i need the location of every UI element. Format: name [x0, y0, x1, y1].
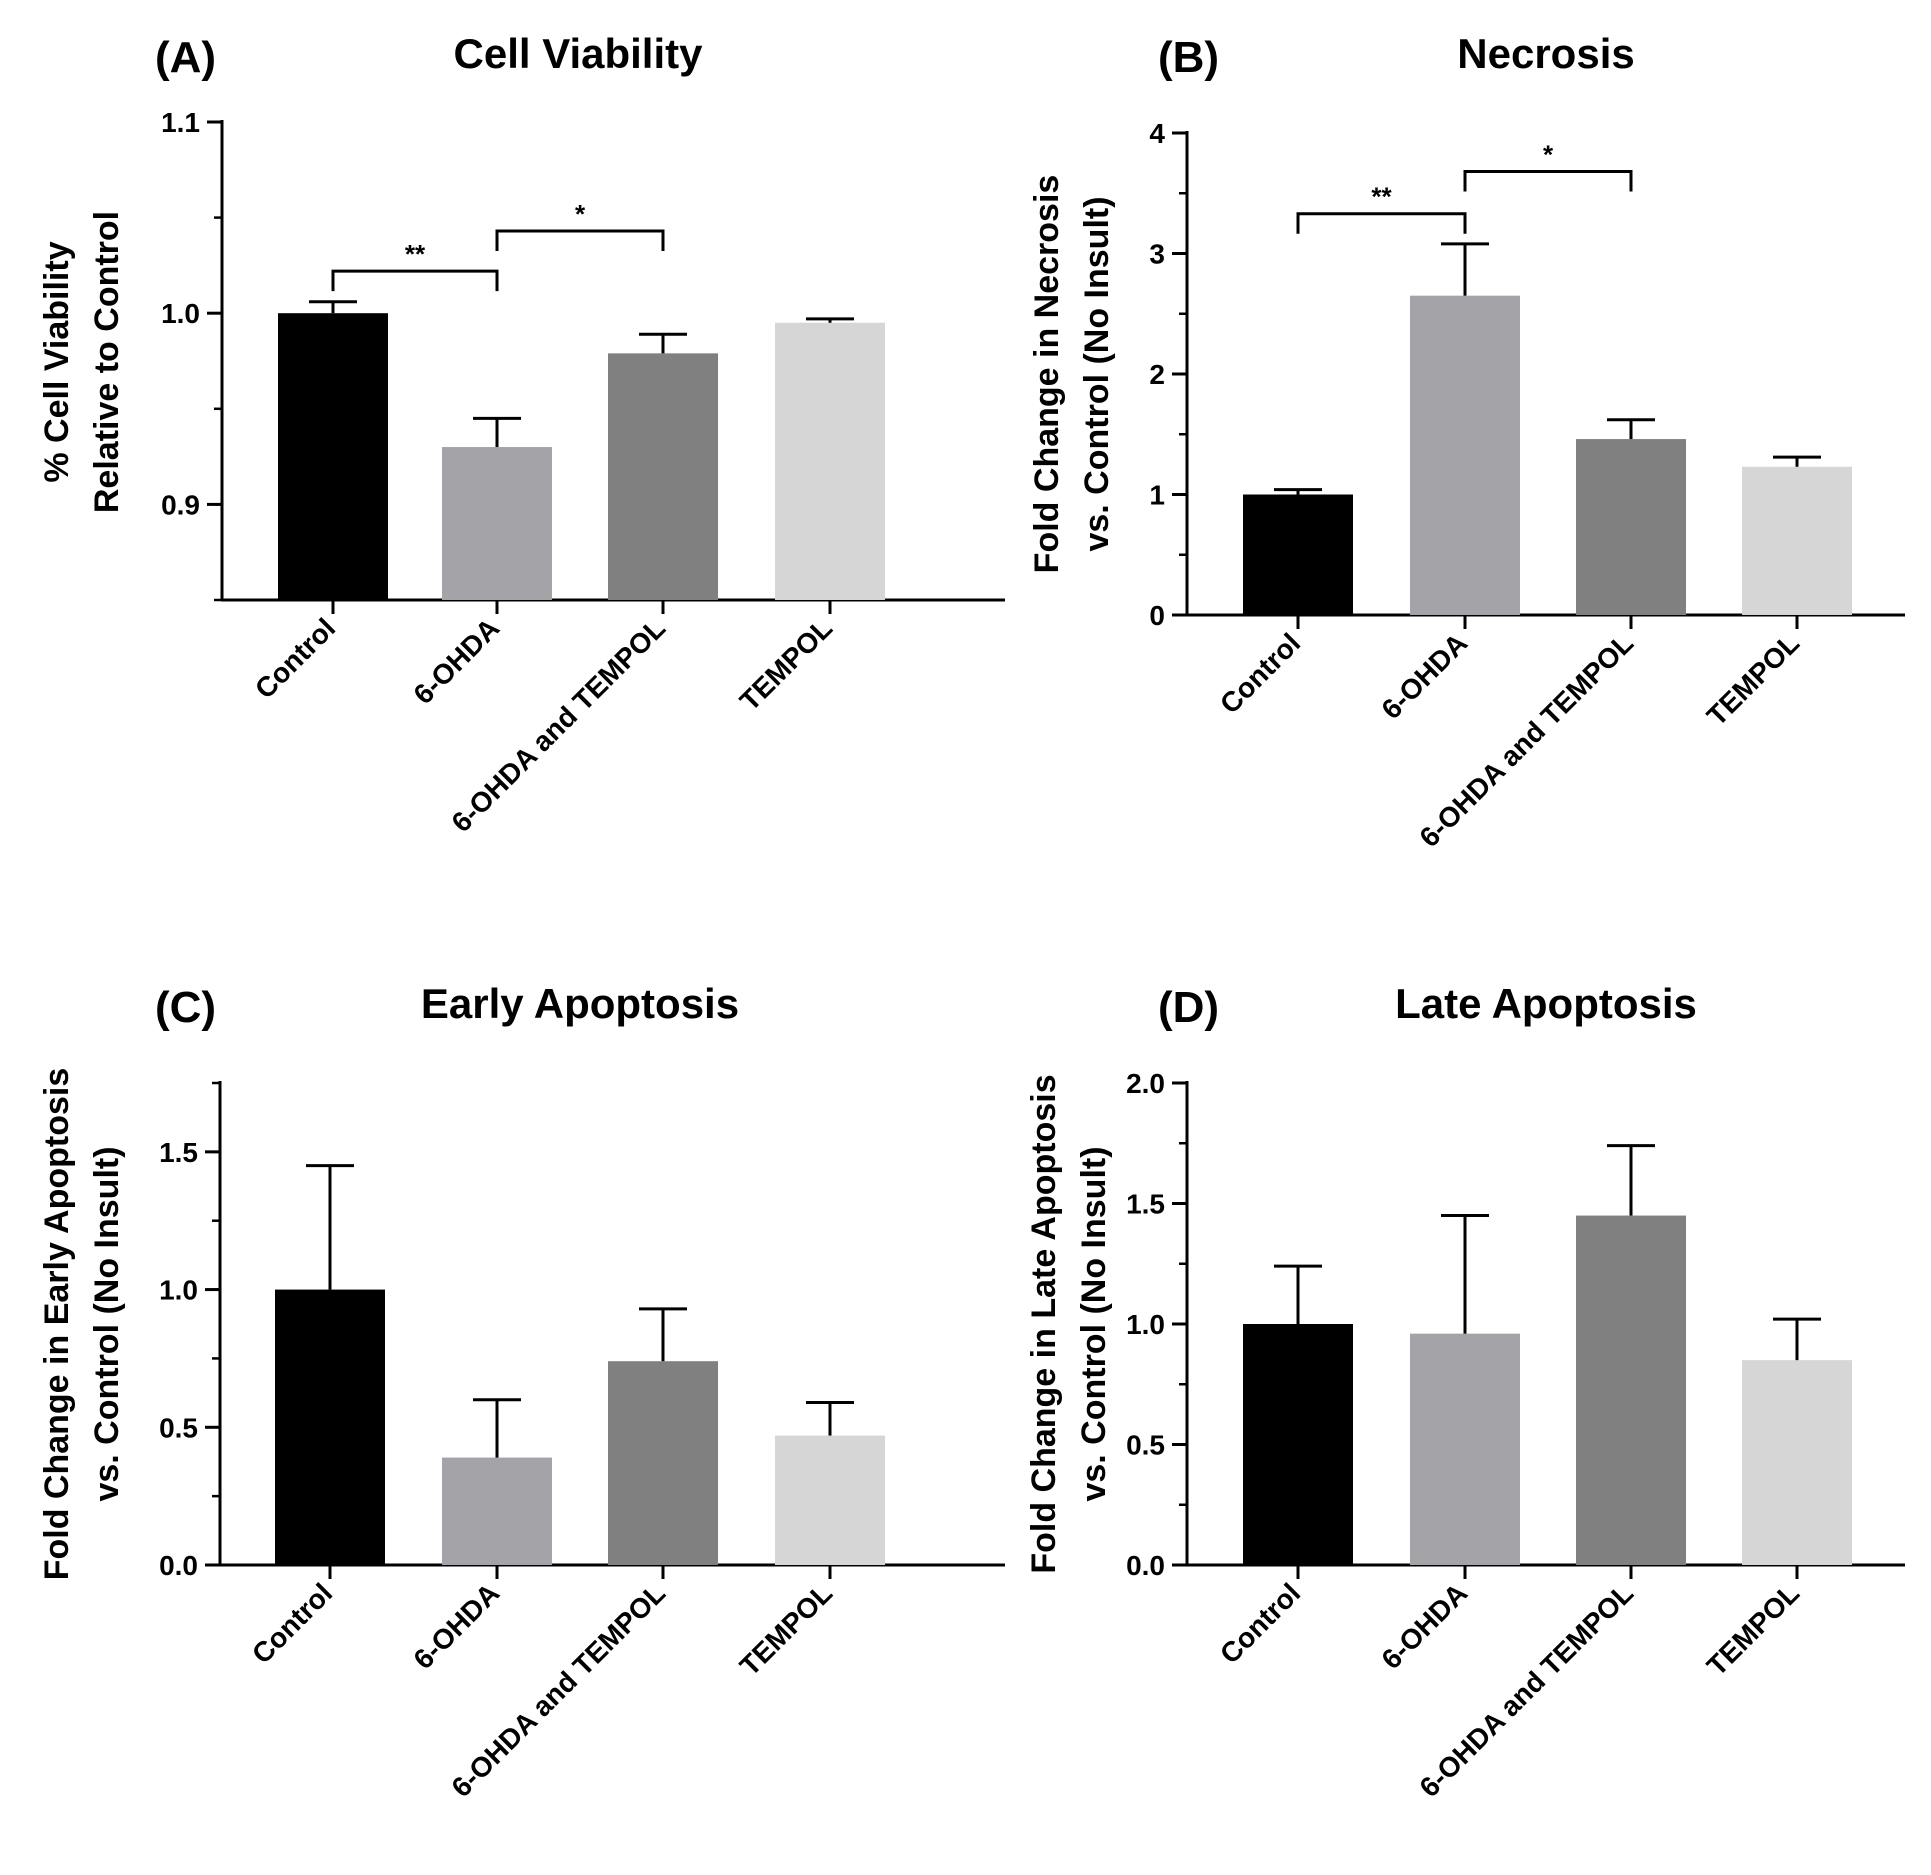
chart-title: Necrosis: [1457, 30, 1634, 77]
y-tick-label: 0.0: [159, 1550, 198, 1581]
x-category-label: 6-OHDA: [407, 612, 505, 710]
bar-control: [278, 313, 388, 600]
panel-c: (C) Early Apoptosis Fold Change in Early A…: [38, 980, 1005, 1803]
y-tick-label: 2.0: [1126, 1068, 1165, 1099]
x-category-label: 6-OHDA: [1375, 627, 1473, 725]
significance-label: *: [1543, 140, 1554, 170]
significance-bracket: [1463, 170, 1633, 192]
significance-label: **: [1371, 182, 1392, 212]
x-category-label: Control: [1214, 627, 1306, 719]
y-axis-title-line: Fold Change in Early Apoptosis: [38, 1068, 76, 1581]
y-axis-title-line: % Cell Viability: [38, 241, 76, 482]
bar-tempol: [1742, 466, 1852, 615]
y-tick-label: 1: [1149, 480, 1165, 511]
y-axis-title-line: vs. Control (No Insult): [1078, 196, 1116, 551]
y-tick-label: 0.9: [161, 489, 200, 520]
y-tick-label: 0.5: [1126, 1430, 1165, 1461]
bar-tempol: [1742, 1360, 1852, 1565]
significance-bracket: [331, 269, 499, 292]
x-category-label: TEMPOL: [1701, 1577, 1805, 1681]
bar-control: [1243, 494, 1353, 615]
bar-6-ohda-and-tempol: [608, 353, 718, 600]
bar-control: [1243, 1324, 1353, 1565]
x-category-label: TEMPOL: [734, 1577, 838, 1681]
y-tick-label: 0.5: [159, 1412, 198, 1443]
y-tick-label: 0: [1149, 600, 1165, 631]
significance-bracket: [1296, 212, 1467, 234]
y-axis-title-line: Fold Change in Late Apoptosis: [1025, 1074, 1063, 1573]
y-tick-label: 3: [1149, 239, 1165, 270]
y-tick-label: 2: [1149, 359, 1165, 390]
y-axis-title-line: Fold Change in Necrosis: [1028, 175, 1066, 574]
x-category-label: 6-OHDA: [1375, 1577, 1473, 1675]
y-tick-label: 1.5: [1126, 1189, 1165, 1220]
bar-control: [275, 1289, 385, 1565]
y-tick-label: 0.0: [1126, 1550, 1165, 1581]
x-category-label: 6-OHDA: [407, 1577, 505, 1675]
y-axis-title-line: Relative to Control: [88, 211, 126, 513]
panel-letter: (C): [155, 983, 216, 1032]
x-category-label: Control: [1214, 1577, 1306, 1669]
significance-label: **: [405, 239, 426, 269]
x-category-label: TEMPOL: [734, 612, 838, 716]
y-tick-label: 1.5: [159, 1137, 198, 1168]
y-tick-label: 4: [1149, 118, 1165, 149]
significance-label: *: [575, 199, 586, 229]
y-tick-label: 1.1: [161, 107, 200, 138]
bar-tempol: [775, 1435, 885, 1565]
panel-letter: (D): [1158, 983, 1219, 1032]
panel-a: (A) Cell Viability % Cell Viability Relativ…: [38, 30, 1005, 838]
panel-letter: (B): [1158, 33, 1219, 82]
bar-tempol: [775, 322, 885, 600]
y-tick-label: 1.0: [159, 1275, 198, 1306]
y-axis-title-line: vs. Control (No Insult): [88, 1146, 126, 1501]
panel-b: (B) Necrosis Fold Change in Necrosis vs. Co…: [1028, 30, 1905, 853]
x-category-label: TEMPOL: [1701, 627, 1805, 731]
y-tick-label: 1.0: [161, 298, 200, 329]
y-axis-title-line: vs. Control (No Insult): [1075, 1146, 1113, 1501]
bar-6-ohda: [1410, 1333, 1520, 1565]
bar-6-ohda: [1410, 295, 1520, 615]
chart-title: Late Apoptosis: [1395, 980, 1697, 1027]
bar-6-ohda: [442, 1457, 552, 1565]
x-category-label: Control: [249, 612, 341, 704]
chart-title: Early Apoptosis: [421, 980, 739, 1027]
bar-6-ohda: [442, 447, 552, 600]
panel-letter: (A): [155, 33, 216, 82]
y-tick-label: 1.0: [1126, 1309, 1165, 1340]
chart-title: Cell Viability: [454, 30, 704, 77]
bar-6-ohda-and-tempol: [608, 1361, 718, 1565]
x-category-label: Control: [246, 1577, 338, 1669]
panel-d: (D) Late Apoptosis Fold Change in Late Apo…: [1025, 980, 1905, 1803]
significance-bracket: [495, 229, 665, 251]
bar-6-ohda-and-tempol: [1576, 439, 1686, 615]
bar-6-ohda-and-tempol: [1576, 1215, 1686, 1565]
